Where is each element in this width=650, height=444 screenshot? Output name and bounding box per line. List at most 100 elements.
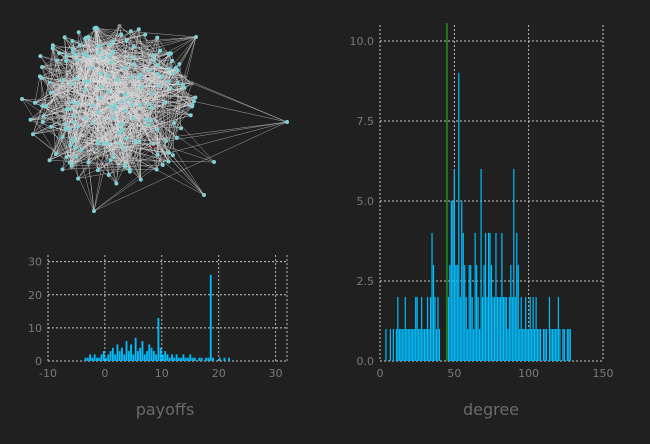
payoffs-bars: [84, 274, 230, 361]
network-edge: [119, 119, 148, 144]
degree-bar: [470, 265, 472, 361]
degree-bar: [498, 297, 500, 361]
network-node: [127, 83, 132, 88]
degree-bar: [422, 329, 424, 361]
network-node: [86, 79, 91, 84]
network-node: [137, 103, 142, 108]
network-edge: [75, 59, 78, 80]
network-node: [170, 71, 175, 76]
network-node: [117, 23, 122, 28]
payoffs-bar: [152, 351, 155, 361]
network-edge: [96, 46, 134, 144]
network-edge: [34, 76, 41, 103]
network-edge: [108, 75, 169, 162]
network-edge: [72, 52, 192, 84]
payoffs-xtick-2: 10: [155, 367, 169, 380]
degree-bar: [520, 297, 522, 361]
network-node: [114, 181, 119, 186]
payoffs-bar: [114, 354, 117, 361]
degree-bar: [490, 265, 493, 361]
network-node: [69, 163, 74, 168]
network-node: [148, 118, 153, 123]
degree-tick-labels: 0 50 100 150 0.0 2.5 5.0 7.5 10.0: [350, 35, 614, 380]
network-node: [50, 46, 55, 51]
network-node: [124, 38, 129, 43]
payoffs-bar: [148, 344, 151, 361]
network-edge: [75, 78, 184, 86]
network-edge: [147, 124, 205, 196]
payoffs-xtick-1: 0: [101, 367, 108, 380]
network-node: [97, 50, 102, 55]
network-node: [182, 85, 187, 90]
degree-ytick-0: 0.0: [357, 355, 375, 368]
network-edge: [135, 68, 170, 142]
degree-bar: [389, 329, 392, 361]
network-edge: [125, 53, 171, 95]
degree-bar: [544, 329, 546, 361]
degree-bar: [479, 329, 481, 361]
network-node: [74, 154, 79, 159]
network-node: [155, 63, 160, 68]
network-edge: [39, 76, 123, 125]
payoffs-bar: [107, 354, 110, 361]
network-node: [122, 164, 127, 169]
payoffs-ytick-3: 30: [28, 256, 42, 269]
degree-bar: [458, 73, 460, 361]
network-node: [102, 45, 107, 50]
network-node: [108, 158, 113, 163]
degree-bar: [507, 329, 509, 361]
network-edge: [173, 84, 184, 124]
network-node: [83, 115, 88, 120]
payoffs-bar: [191, 357, 194, 361]
degree-bar: [483, 265, 485, 361]
network-edge: [85, 34, 122, 39]
network-edge: [121, 34, 192, 84]
network-edge: [113, 156, 169, 162]
network-node: [112, 103, 117, 108]
network-node: [190, 104, 195, 109]
network-node: [79, 147, 84, 152]
network-edge: [76, 36, 197, 60]
degree-bar: [415, 297, 417, 361]
network-node: [101, 141, 106, 146]
network-node: [98, 95, 103, 100]
degree-bar: [519, 329, 521, 361]
payoffs-grid: [47, 255, 288, 362]
network-edge: [39, 76, 78, 104]
degree-bar: [452, 201, 454, 361]
network-node: [154, 167, 159, 172]
network-nodes: [20, 23, 289, 213]
network-edge: [52, 45, 154, 61]
network-node: [170, 153, 175, 158]
network-node: [191, 99, 196, 104]
network-node: [167, 66, 172, 71]
network-node: [177, 61, 182, 66]
network-edge: [168, 81, 193, 106]
payoffs-bar: [187, 357, 189, 361]
degree-xtick-1: 50: [447, 367, 461, 380]
payoffs-bar: [96, 357, 98, 361]
network-node: [149, 105, 154, 110]
network-node: [160, 74, 165, 79]
network-node: [93, 25, 98, 30]
network-edge: [75, 118, 114, 148]
network-node: [99, 84, 104, 89]
network-node: [71, 120, 76, 125]
network-edge: [42, 64, 135, 107]
payoffs-bar: [91, 357, 94, 361]
network-edge: [130, 31, 195, 102]
network-node: [119, 32, 124, 37]
payoffs-bar: [209, 274, 212, 361]
payoffs-bar: [136, 351, 139, 361]
payoffs-bar: [200, 357, 203, 361]
degree-bar: [410, 329, 412, 361]
network-node: [123, 108, 128, 113]
degree-bar: [421, 297, 423, 361]
payoffs-bar: [180, 357, 183, 361]
network-edge: [49, 123, 123, 161]
network-node: [166, 79, 171, 84]
network-node: [143, 32, 148, 37]
degree-bar: [426, 297, 429, 361]
payoffs-bar: [98, 357, 101, 361]
degree-bar: [404, 297, 406, 361]
